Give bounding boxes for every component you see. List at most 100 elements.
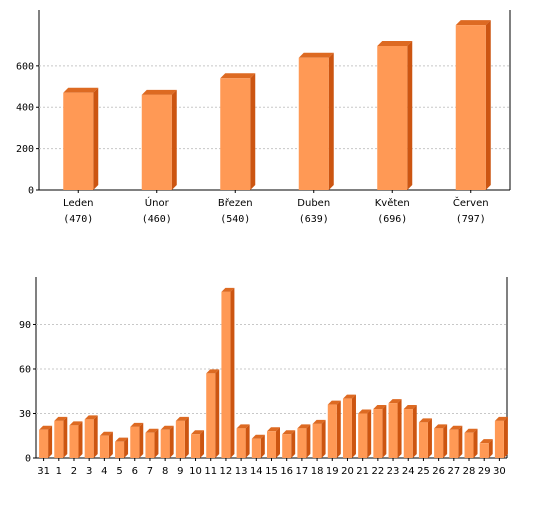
bar-face (298, 57, 329, 190)
bar-side (184, 416, 189, 458)
value-label: (460) (142, 214, 172, 225)
bar (464, 428, 478, 458)
bar-side (276, 427, 280, 458)
bar-side (382, 405, 387, 458)
category-label: 14 (250, 466, 263, 477)
bar (358, 409, 372, 458)
bar-side (336, 400, 341, 458)
bar-face (455, 25, 486, 190)
bar-top (145, 428, 159, 433)
bar-side (427, 418, 432, 458)
bar-top (434, 424, 448, 429)
bar (99, 431, 113, 458)
bar-face (388, 403, 398, 458)
bar-top (494, 416, 508, 421)
category-label: 24 (402, 466, 415, 477)
bar-face (220, 78, 251, 190)
bar-top (141, 89, 177, 95)
bar-top (69, 421, 83, 426)
bar-top (403, 405, 417, 410)
bar (39, 425, 53, 458)
bar (115, 437, 129, 458)
y-tick-label: 0 (25, 454, 31, 465)
bar-top (455, 20, 491, 26)
category-label: 6 (132, 466, 138, 477)
bar-face (464, 432, 474, 458)
bar-top (160, 425, 174, 430)
category-label: 17 (296, 466, 309, 477)
bar (141, 89, 177, 190)
bar-side (250, 73, 256, 190)
bar-top (282, 430, 296, 435)
category-label: 31 (37, 466, 50, 477)
bar-side (200, 430, 205, 458)
bar-face (282, 434, 292, 458)
bar-side (291, 430, 296, 458)
bar (297, 424, 311, 458)
bar-face (358, 413, 368, 458)
category-label: 16 (280, 466, 293, 477)
bar (220, 73, 256, 190)
bar-top (236, 424, 250, 429)
bar-face (160, 429, 170, 458)
bar-top (220, 73, 256, 79)
value-label: (696) (377, 214, 407, 225)
category-label: Květen (375, 197, 410, 209)
bar-top (388, 399, 402, 404)
y-tick-label: 30 (19, 409, 31, 420)
bar-side (93, 415, 98, 458)
bar (494, 416, 508, 458)
bar-top (342, 394, 356, 399)
value-label: (470) (63, 214, 93, 225)
category-label: 1 (56, 466, 62, 477)
bar-side (321, 419, 326, 458)
category-label: 12 (220, 466, 233, 477)
bar-top (84, 415, 98, 420)
bar-face (236, 428, 246, 458)
bar-face (175, 420, 185, 458)
bar-side (412, 405, 417, 458)
category-label: 21 (356, 466, 369, 477)
bar (312, 419, 326, 458)
bar-face (63, 92, 94, 190)
bar (206, 369, 220, 458)
bar-side (124, 437, 129, 458)
y-tick-label: 600 (16, 61, 34, 72)
bar-face (251, 438, 261, 458)
category-label: 29 (478, 466, 491, 477)
bar-top (115, 437, 129, 442)
bar-side (367, 409, 372, 458)
bar (282, 430, 296, 458)
category-labels: 31 1 2 3 4 5 6 7 8 9 10 11 12 13 14 15 16 17 18 19 20 21 22 23 2… (37, 458, 506, 477)
bar-top (418, 418, 432, 423)
bar (251, 434, 265, 458)
category-labels: Leden (470) Únor (460) Březen (540) Duben (639)… (63, 190, 489, 225)
y-tick-label: 200 (16, 144, 34, 155)
bar-face (115, 441, 125, 458)
bar-face (39, 429, 49, 458)
y-tick-label: 90 (19, 320, 31, 331)
value-label: (797) (456, 214, 486, 225)
bar (388, 399, 402, 458)
bar-top (39, 425, 53, 430)
category-label: 18 (311, 466, 324, 477)
bar (434, 424, 448, 458)
grid-lines (39, 65, 510, 150)
bar-top (206, 369, 220, 374)
bar-face (206, 373, 216, 458)
bar-top (358, 409, 372, 414)
bar (377, 41, 413, 190)
grid-lines (36, 323, 507, 414)
bar-face (69, 425, 79, 458)
category-label: 11 (204, 466, 217, 477)
bar-top (373, 405, 387, 410)
bar-side (407, 41, 413, 190)
bar-side (139, 422, 144, 458)
bar-top (464, 428, 478, 433)
bar-side (503, 416, 508, 458)
bar-side (328, 52, 334, 190)
bar-face (267, 431, 276, 458)
category-label: 13 (235, 466, 248, 477)
